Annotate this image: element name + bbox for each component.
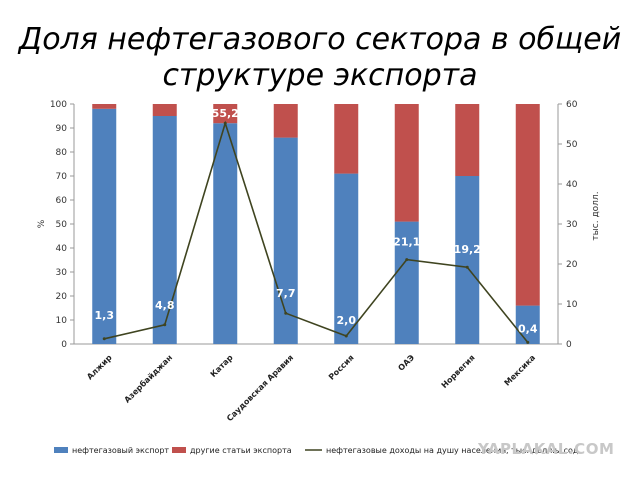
line-point: [344, 334, 348, 338]
line-point: [223, 121, 227, 125]
y-tick-label-right: 50: [566, 140, 578, 150]
y-tick-label-left: 20: [56, 292, 68, 302]
legend-label: другие статьи экспорта: [190, 446, 292, 455]
y-tick-label-right: 10: [566, 300, 578, 310]
y-tick-label-left: 60: [56, 196, 68, 206]
y-tick-label-left: 50: [56, 220, 68, 230]
bar-другие-статьи-экспорта: [455, 104, 480, 176]
y-tick-label-left: 80: [56, 148, 68, 158]
bar-нефтегазовый-экспорт: [334, 173, 359, 344]
x-tick-label: Россия: [327, 353, 356, 382]
y-tick-label-right: 30: [566, 220, 578, 230]
legend-label: нефтегазовый экспорт: [72, 446, 169, 455]
bar-другие-статьи-экспорта: [515, 104, 540, 306]
line-series-revenue-per-capita: [104, 120, 529, 343]
x-tick-label: Азербайджан: [122, 352, 174, 404]
x-tick-label: Катар: [209, 353, 235, 379]
y-axis-title-left: %: [37, 219, 47, 228]
y-tick-label-left: 0: [61, 340, 67, 350]
y-tick-label-left: 70: [56, 172, 68, 182]
line-point: [526, 340, 530, 344]
data-label: 21,1: [393, 236, 420, 249]
data-label: 7,7: [276, 287, 296, 300]
line-point: [163, 323, 167, 327]
bar-другие-статьи-экспорта: [152, 104, 177, 116]
x-tick-label: ОАЭ: [396, 353, 416, 373]
y-tick-label-left: 10: [56, 316, 68, 326]
data-label: 2,0: [337, 314, 357, 327]
bar-нефтегазовый-экспорт: [455, 176, 480, 344]
bar-нефтегазовый-экспорт: [394, 221, 419, 344]
data-label: 0,4: [518, 322, 538, 335]
line-point: [405, 258, 409, 262]
x-tick-label: Норвегия: [440, 353, 477, 390]
y-tick-label-right: 20: [566, 260, 578, 270]
line-point: [102, 337, 106, 341]
y-tick-label-left: 30: [56, 268, 68, 278]
bar-другие-статьи-экспорта: [394, 104, 419, 222]
legend-label: нефтегазовые доходы на душу населения, т…: [326, 446, 579, 455]
data-label: 19,2: [454, 243, 481, 256]
bar-другие-статьи-экспорта: [273, 104, 298, 138]
line-point: [284, 311, 288, 315]
y-axis-title-right: тыс. долл.: [591, 191, 601, 240]
bar-нефтегазовый-экспорт: [273, 137, 298, 344]
chart-title: Доля нефтегазового сектора в общей струк…: [18, 22, 622, 93]
line-point: [465, 265, 469, 269]
y-tick-label-right: 0: [566, 340, 572, 350]
bar-другие-статьи-экспорта: [334, 104, 359, 174]
x-tick-label: Саудовская Аравия: [225, 353, 295, 423]
y-tick-label-right: 60: [566, 100, 578, 110]
y-tick-label-left: 40: [56, 244, 68, 254]
legend-swatch-oil-gas-export: [54, 447, 68, 453]
bar-нефтегазовый-экспорт: [213, 123, 238, 344]
x-tick-label: Алжир: [85, 353, 114, 382]
bar-нефтегазовый-экспорт: [515, 305, 540, 344]
y-tick-label-left: 90: [56, 124, 68, 134]
x-tick-label: Мексика: [503, 353, 538, 388]
y-tick-label-left: 100: [50, 100, 67, 110]
bar-нефтегазовый-экспорт: [152, 116, 177, 344]
data-label: 4,8: [155, 299, 175, 312]
y-tick-label-right: 40: [566, 180, 578, 190]
legend-swatch-other-export: [172, 447, 186, 453]
data-label: 55,2: [212, 107, 239, 120]
watermark: YAPLAKAL.COM: [478, 440, 615, 458]
bar-нефтегазовый-экспорт: [92, 108, 117, 344]
bar-другие-статьи-экспорта: [213, 104, 238, 124]
data-label: 1,3: [95, 309, 115, 322]
bar-другие-статьи-экспорта: [92, 104, 117, 109]
